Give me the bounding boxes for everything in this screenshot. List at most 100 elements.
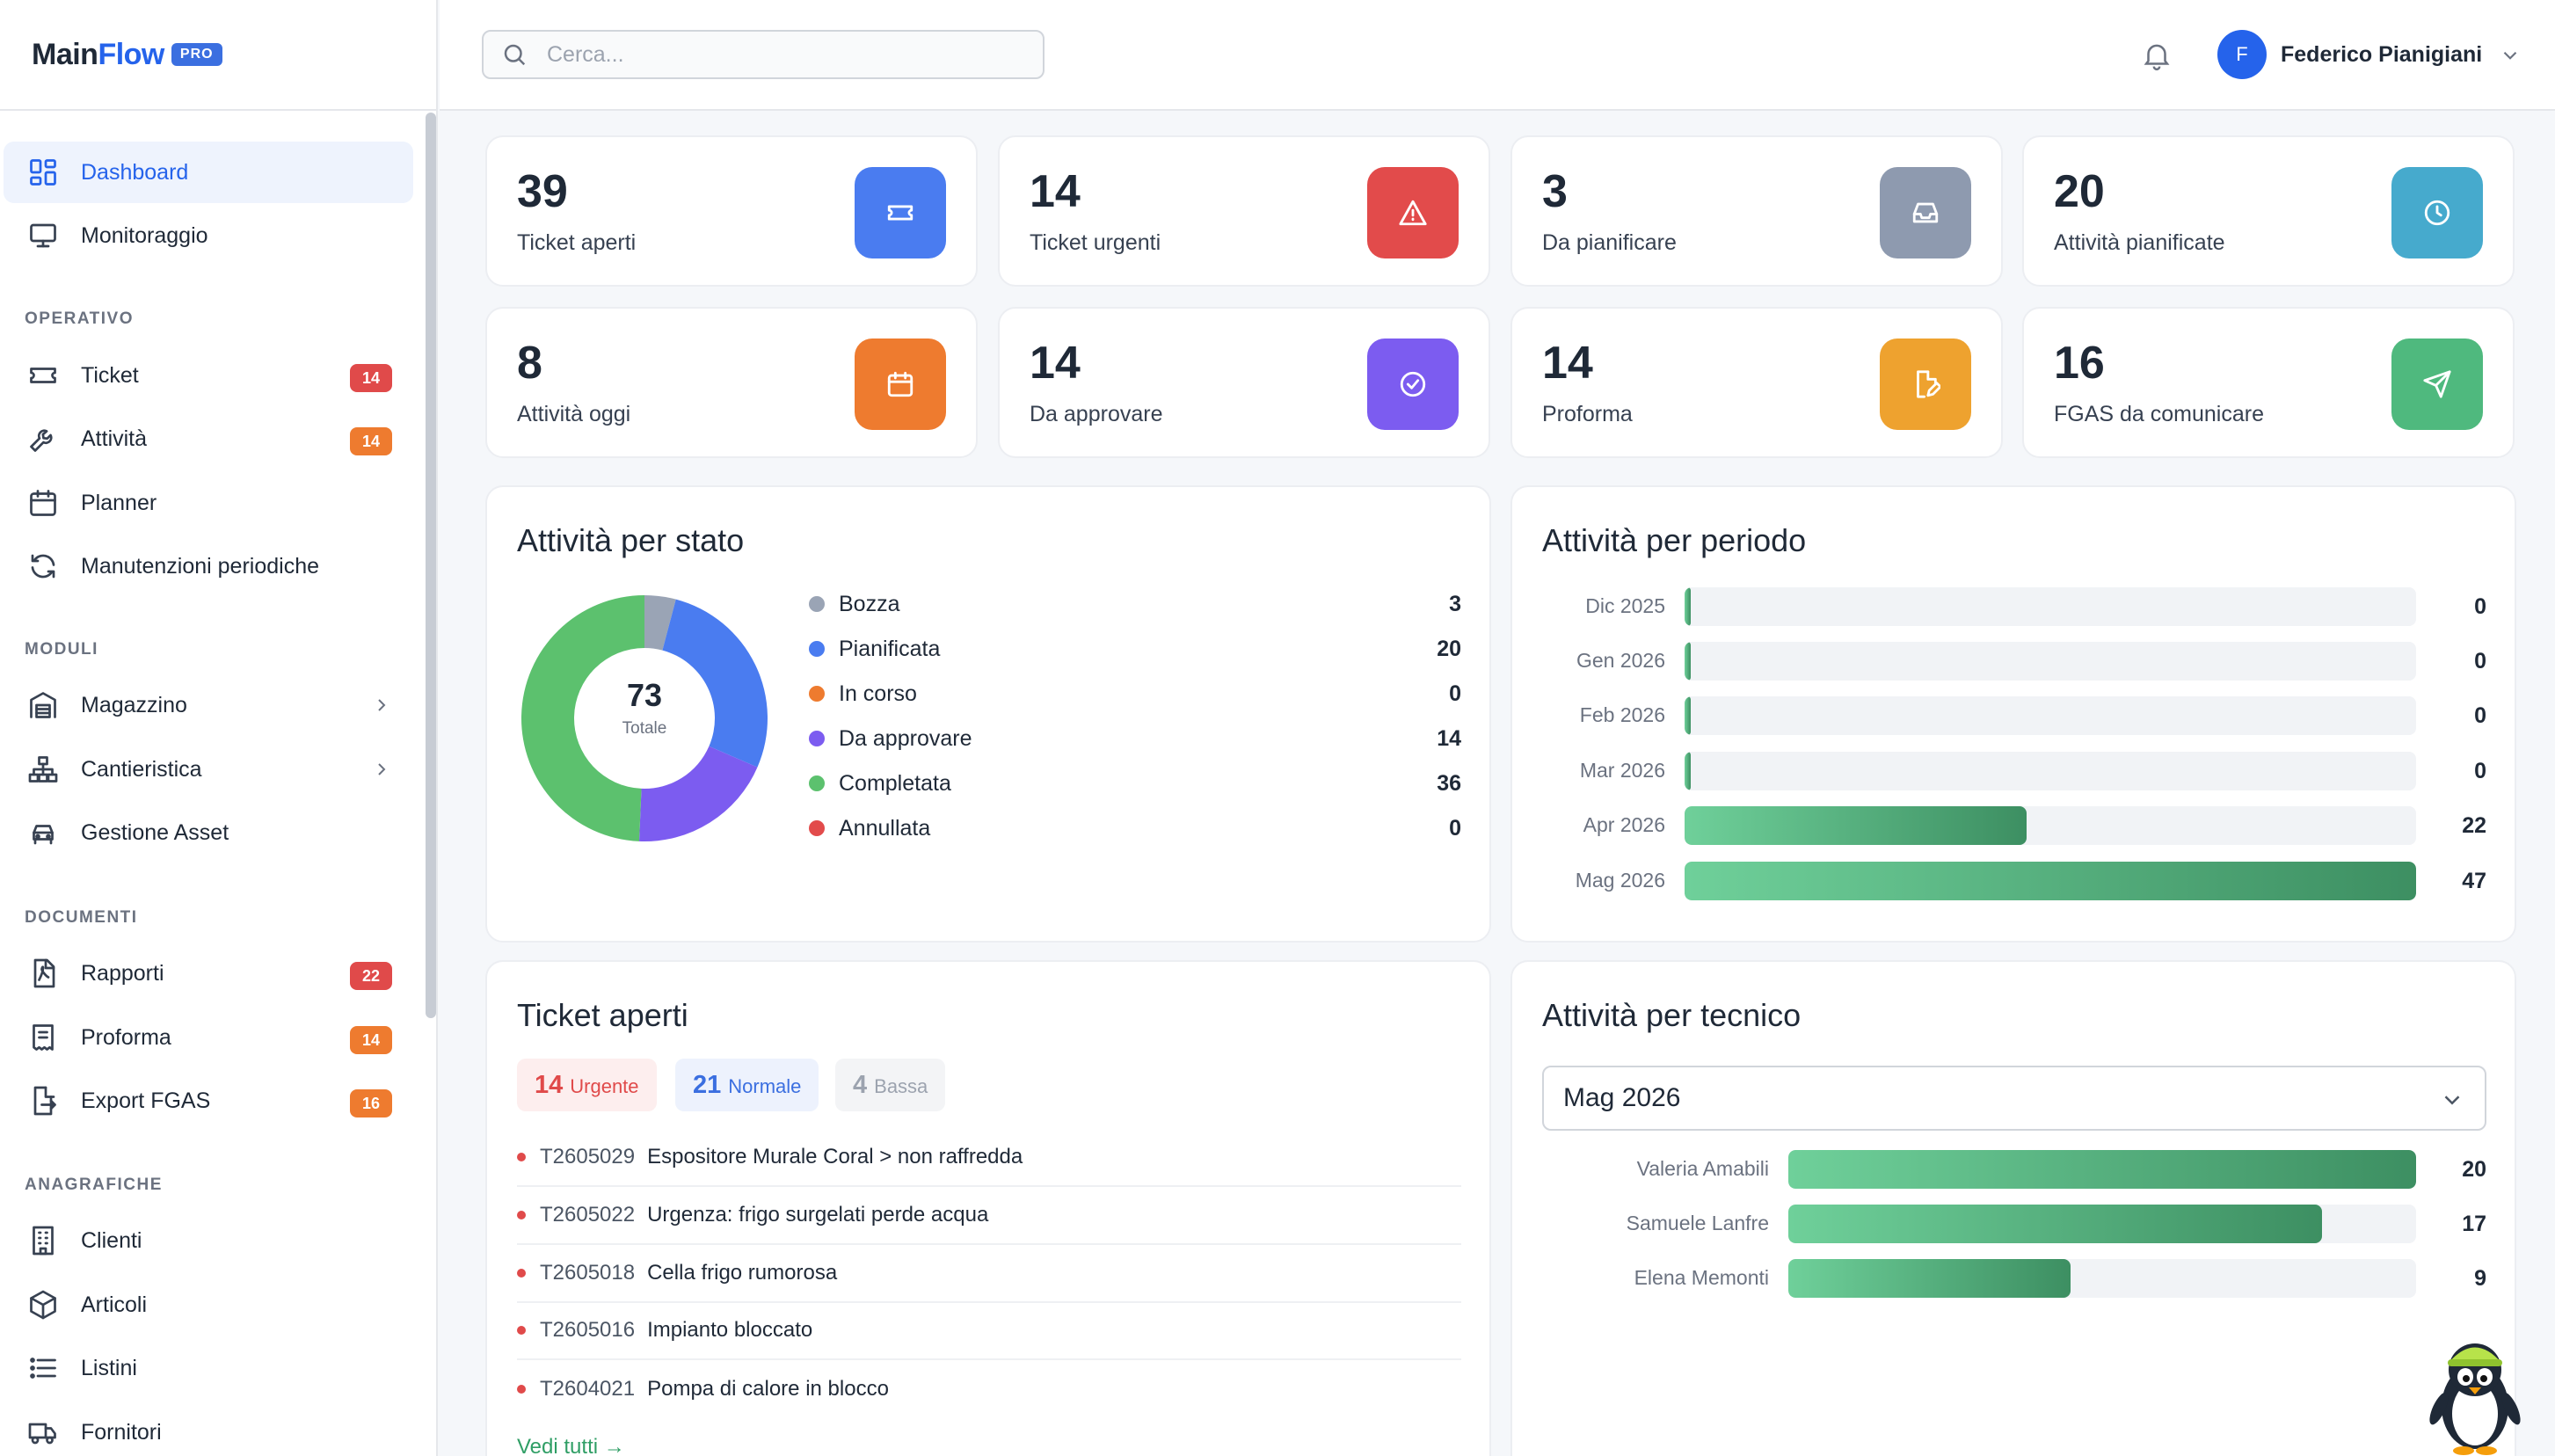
sidebar-section-title: OPERATIVO [25, 309, 134, 328]
sidebar-item-magazzino[interactable]: Magazzino [4, 674, 413, 736]
period-bar-fill[interactable] [1685, 806, 2027, 845]
stat-value: 14 [1030, 166, 1081, 217]
donut-slice-pianificata[interactable] [662, 599, 768, 768]
priority-chip-normale[interactable]: 21 Normale [675, 1059, 819, 1111]
sidebar-item-proforma[interactable]: Proforma 14 [4, 1007, 413, 1068]
technician-name: Valeria Amabili [1636, 1157, 1769, 1180]
user-menu-chevron-icon[interactable] [2499, 44, 2522, 67]
ticket-row[interactable]: T2604021 Pompa di calore in blocco [517, 1360, 1461, 1418]
chip-count: 4 [853, 1071, 868, 1099]
stat-label: Attività pianificate [2054, 230, 2225, 255]
technician-value: 9 [2474, 1266, 2486, 1291]
count-badge: 14 [350, 1026, 392, 1054]
legend-label: Bozza [839, 591, 900, 616]
stat-card[interactable]: 8 Attività oggi [485, 307, 978, 458]
ticket-code: T2604021 [540, 1377, 636, 1401]
ticket-row[interactable]: T2605016 Impianto bloccato [517, 1302, 1461, 1360]
user-name[interactable]: Federico Pianigiani [2281, 42, 2483, 67]
stat-value: 3 [1542, 166, 1568, 217]
technician-bar-fill[interactable] [1788, 1150, 2416, 1189]
legend-dot [809, 820, 825, 836]
ticket-code: T2605022 [540, 1203, 636, 1227]
period-select[interactable]: Mag 2026 [1542, 1066, 2486, 1131]
chevron-right-icon [371, 695, 392, 716]
legend-label: Annullata [839, 815, 931, 841]
sidebar-item-articoli[interactable]: Articoli [4, 1274, 413, 1336]
priority-chip-urgente[interactable]: 14 Urgente [517, 1059, 657, 1111]
ticket-row[interactable]: T2605022 Urgenza: frigo surgelati perde a… [517, 1187, 1461, 1245]
period-bar-fill[interactable] [1685, 862, 2416, 900]
stat-card[interactable]: 16 FGAS da comunicare [2022, 307, 2515, 458]
car-icon-wrap [26, 816, 60, 849]
period-bar-row: Dic 2025 0 [1512, 587, 2518, 626]
sidebar-item-dashboard[interactable]: Dashboard [4, 142, 413, 203]
stat-card[interactable]: 14 Da approvare [998, 307, 1490, 458]
period-select-value: Mag 2026 [1563, 1083, 1681, 1112]
sidebar-item-gestione-asset[interactable]: Gestione Asset [4, 802, 413, 863]
ticket-description: Cella frigo rumorosa [647, 1261, 838, 1285]
stat-card[interactable]: 20 Attività pianificate [2022, 135, 2515, 287]
period-label: Mar 2026 [1579, 759, 1665, 782]
sidebar-item-listini[interactable]: Listini [4, 1337, 413, 1399]
sidebar-item-attivit[interactable]: Attività 14 [4, 408, 413, 470]
user-avatar[interactable]: F [2217, 30, 2267, 79]
sidebar-item-export-fgas[interactable]: Export FGAS 16 [4, 1070, 413, 1132]
stat-value: 39 [517, 166, 568, 217]
calendar-icon [887, 371, 914, 397]
sidebar-item-ticket[interactable]: Ticket 14 [4, 345, 413, 406]
period-value: 47 [2462, 869, 2486, 893]
stat-card[interactable]: 39 Ticket aperti [485, 135, 978, 287]
sidebar-item-label: Fornitori [81, 1419, 162, 1445]
sidebar-item-monitoraggio[interactable]: Monitoraggio [4, 205, 413, 266]
technician-bar-row: Valeria Amabili 20 [1512, 1150, 2518, 1189]
wrench-icon [30, 429, 53, 452]
sidebar-scrollbar[interactable] [426, 113, 436, 1018]
donut-slice-completata[interactable] [520, 595, 644, 841]
legend-value: 0 [1449, 815, 1461, 841]
sidebar-item-cantieristica[interactable]: Cantieristica [4, 739, 413, 800]
period-panel-title: Attività per periodo [1542, 522, 1807, 558]
monitor-icon [30, 223, 56, 248]
stat-card[interactable]: 14 Ticket urgenti [998, 135, 1490, 287]
period-bar-row: Feb 2026 0 [1512, 696, 2518, 735]
search-icon [504, 44, 526, 66]
notification-bell-icon[interactable] [2140, 39, 2173, 72]
search-box[interactable] [482, 30, 1045, 79]
sidebar-item-label: Rapporti [81, 960, 164, 986]
sidebar-section-title: MODULI [25, 640, 98, 659]
donut-slice-bozza[interactable] [644, 595, 676, 651]
technician-bar-row: Elena Memonti 9 [1512, 1259, 2518, 1298]
stat-icon-tile [855, 339, 946, 430]
period-bar-fill[interactable] [1685, 696, 1691, 735]
donut-slice-da-approvare[interactable] [638, 746, 758, 841]
sidebar-section-title: ANAGRAFICHE [25, 1176, 163, 1194]
sidebar-item-label: Gestione Asset [81, 819, 229, 845]
penguin-mascot-icon[interactable] [2427, 1328, 2523, 1456]
sidebar-item-manutenzioni-periodiche[interactable]: Manutenzioni periodiche [4, 535, 413, 597]
stat-card[interactable]: 3 Da pianificare [1510, 135, 2003, 287]
stat-card[interactable]: 14 Proforma [1510, 307, 2003, 458]
count-badge: 22 [350, 962, 392, 990]
sidebar-item-planner[interactable]: Planner [4, 472, 413, 534]
period-label: Dic 2025 [1585, 594, 1665, 617]
ticket-row[interactable]: T2605029 Espositore Murale Coral > non ra… [517, 1129, 1461, 1187]
urgent-dot [517, 1211, 526, 1219]
period-bar-fill[interactable] [1685, 752, 1691, 790]
period-bar-fill[interactable] [1685, 642, 1691, 681]
sidebar-item-label: Planner [81, 490, 157, 515]
box-icon [30, 1290, 56, 1320]
priority-chip-bassa[interactable]: 4 Bassa [835, 1059, 946, 1111]
status-donut-chart [520, 595, 768, 841]
sidebar-item-fornitori[interactable]: Fornitori [4, 1401, 413, 1456]
ticket-row[interactable]: T2605018 Cella frigo rumorosa [517, 1245, 1461, 1303]
technician-bar-track [1788, 1150, 2416, 1189]
view-all-tickets-link[interactable]: Vedi tutti → [517, 1435, 625, 1456]
sidebar-item-clienti[interactable]: Clienti [4, 1210, 413, 1271]
period-bar-fill[interactable] [1685, 587, 1691, 626]
logo[interactable]: Main Flow PRO [0, 0, 436, 111]
sidebar-item-rapporti[interactable]: Rapporti 22 [4, 943, 413, 1004]
ticket-icon-wrap [26, 359, 60, 392]
technician-bar-fill[interactable] [1788, 1205, 2322, 1243]
technician-bar-fill[interactable] [1788, 1259, 2071, 1298]
search-input[interactable] [547, 41, 986, 68]
